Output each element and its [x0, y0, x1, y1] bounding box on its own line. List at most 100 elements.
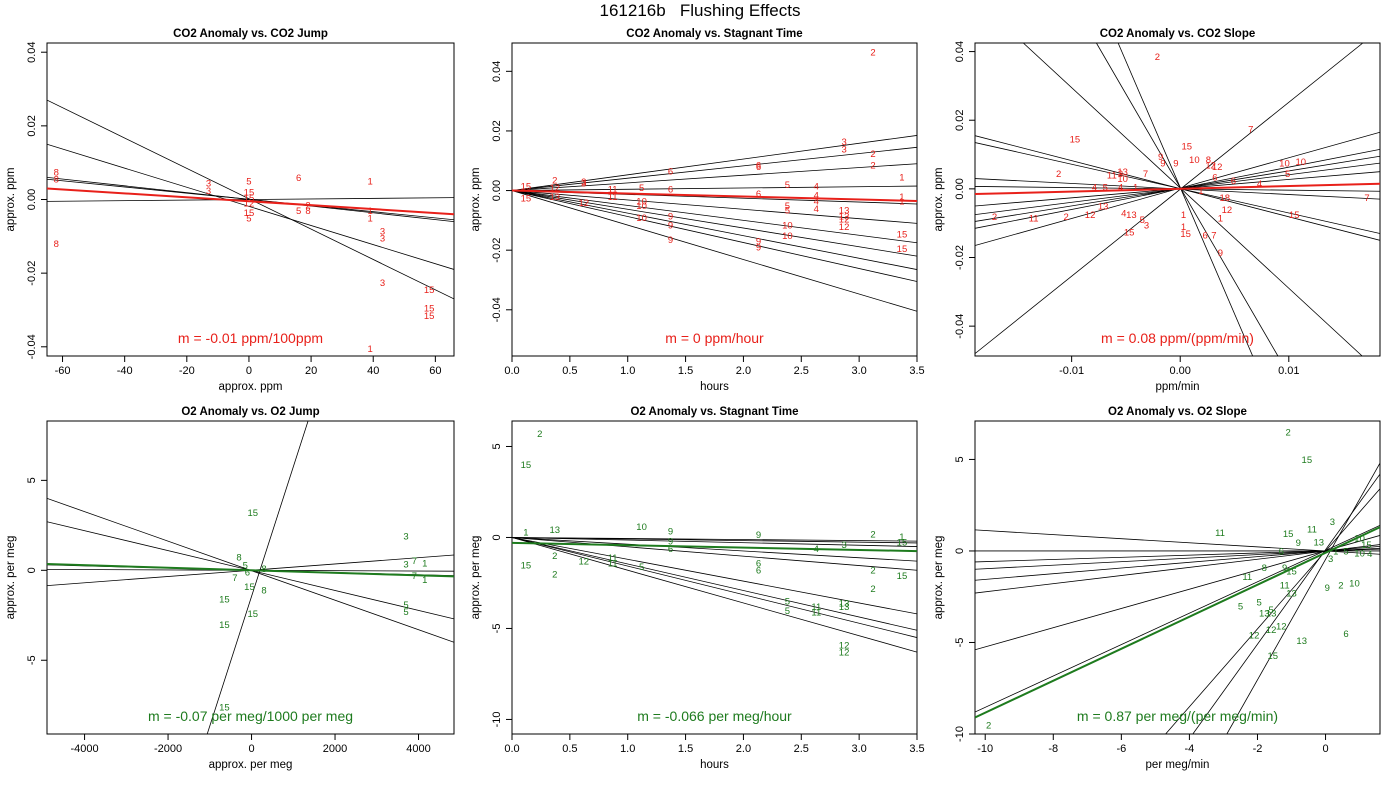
y-tick-label: 0.02	[954, 110, 966, 131]
data-point-label: 9	[1218, 248, 1223, 259]
data-point-label: 9	[668, 235, 673, 246]
data-point-label: 11	[811, 602, 821, 613]
reference-line	[1226, 462, 1380, 734]
chart-o2-jump: O2 Anomaly vs. O2 Jump -4000 -2000 0 2000 400…	[5, 406, 455, 771]
data-point-label: 12	[1085, 210, 1096, 221]
data-point-label: 11	[1280, 580, 1290, 591]
data-point-label: 3	[581, 177, 586, 188]
data-point-label: 15	[424, 285, 435, 296]
x-tick-label: -6	[1116, 743, 1126, 755]
data-point-label: 12	[839, 214, 850, 225]
plot-frame	[511, 420, 918, 735]
data-point-label: 11	[811, 608, 821, 619]
chart-title: CO2 Anomaly vs. Stagnant Time	[626, 28, 802, 40]
data-point-label: 9	[1325, 583, 1330, 594]
chart-title: CO2 Anomaly vs. CO2 Slope	[1100, 28, 1256, 40]
x-axis-label: per meg/min	[1146, 759, 1210, 771]
y-tick-label: -10	[491, 711, 503, 727]
x-tick-label: 3.5	[909, 365, 924, 377]
data-point-label: 5	[246, 213, 251, 224]
y-tick-label: 0.04	[954, 41, 966, 62]
data-point-label: 15	[521, 460, 532, 471]
data-point-label: 7	[412, 556, 417, 567]
x-tick-label: -40	[117, 365, 133, 377]
data-point-label: 11	[1242, 572, 1252, 583]
data-point-label: 15	[1070, 135, 1081, 146]
data-point-label: 1	[1218, 214, 1223, 225]
data-point-label: 2	[305, 201, 310, 212]
y-axis-label: approx. per meg	[5, 536, 17, 620]
x-axis-label: approx. ppm	[219, 381, 283, 393]
data-point-label: 13	[1266, 609, 1277, 620]
data-point-label: 2	[552, 551, 557, 562]
data-point-label: 5	[785, 201, 790, 212]
x-tick-label: 1.5	[678, 743, 693, 755]
data-point-label: 12	[1222, 205, 1233, 216]
slope-annotation: m = -0.07 per meg/1000 per meg	[148, 708, 353, 724]
data-point-label: 8	[305, 206, 310, 217]
y-tick-label: 5	[491, 443, 503, 449]
data-point-label: 1	[523, 528, 528, 539]
data-point-label: 12	[1205, 160, 1216, 171]
y-tick-label: 0.02	[491, 120, 503, 141]
x-tick-label: -4000	[70, 743, 98, 755]
data-point-label: 3	[1328, 554, 1333, 565]
data-point-label: 1	[899, 196, 904, 207]
data-point-label: 15	[244, 208, 255, 219]
y-tick-label: 0	[491, 534, 503, 540]
data-point-label: 3	[1144, 220, 1149, 231]
data-point-label: 3	[380, 278, 385, 289]
data-point-label: 10	[636, 213, 647, 224]
reference-line	[975, 43, 1364, 354]
reference-line	[512, 537, 917, 653]
chart-title: O2 Anomaly vs. O2 Jump	[181, 406, 319, 418]
data-point-label: 1	[1181, 222, 1186, 233]
reference-line	[512, 537, 917, 615]
x-tick-label: 2.0	[736, 743, 751, 755]
data-point-label: 2	[1285, 427, 1290, 438]
reference-line	[512, 185, 917, 191]
reference-line	[512, 537, 917, 547]
reference-line	[47, 197, 454, 202]
data-point-label: 10	[1354, 548, 1365, 559]
data-point-label: 13	[1286, 589, 1297, 600]
y-tick-label: 5	[954, 456, 966, 462]
data-point-label: 10	[636, 201, 647, 212]
data-point-label: 12	[1276, 622, 1287, 633]
data-point-label: 2	[552, 569, 557, 580]
x-tick-label: 3.5	[909, 743, 924, 755]
data-point-label: 15	[219, 703, 230, 714]
x-tick-label: 20	[305, 365, 317, 377]
data-point-label: 15	[521, 182, 532, 193]
data-point-label: 4	[814, 191, 819, 202]
x-tick-label: 0.5	[562, 743, 577, 755]
data-point-label: 12	[1266, 625, 1277, 636]
chart-o2-stagnant: O2 Anomaly vs. Stagnant Time 0.0 0.5 1.0 1.5…	[470, 406, 925, 771]
data-point-label: 9	[756, 243, 761, 254]
slope-annotation: m = 0.08 ppm/(ppm/min)	[1101, 330, 1254, 346]
data-point-label: 5	[785, 597, 790, 608]
data-point-label: 3	[206, 178, 211, 189]
x-tick-label: 0.5	[562, 365, 577, 377]
data-point-label: 10	[636, 196, 647, 207]
data-point-label: 1	[1198, 186, 1203, 197]
x-tick-label: 4000	[406, 743, 430, 755]
y-tick-label: 0.04	[26, 41, 38, 62]
y-tick-label: -0.04	[491, 297, 503, 322]
y-tick-label: -0.02	[26, 261, 38, 286]
data-point-label: 11	[608, 558, 618, 569]
data-point-label: 2	[870, 584, 875, 595]
reference-line	[975, 544, 1380, 594]
reference-line	[512, 537, 917, 562]
x-tick-label: -2	[1253, 743, 1263, 755]
reference-line	[512, 190, 917, 257]
reference-line	[512, 135, 917, 191]
data-point-label: 15	[1268, 651, 1279, 662]
data-point-label: 7	[1364, 193, 1369, 204]
data-point-label: 3	[206, 186, 211, 197]
chart-title: O2 Anomaly vs. Stagnant Time	[630, 406, 798, 418]
